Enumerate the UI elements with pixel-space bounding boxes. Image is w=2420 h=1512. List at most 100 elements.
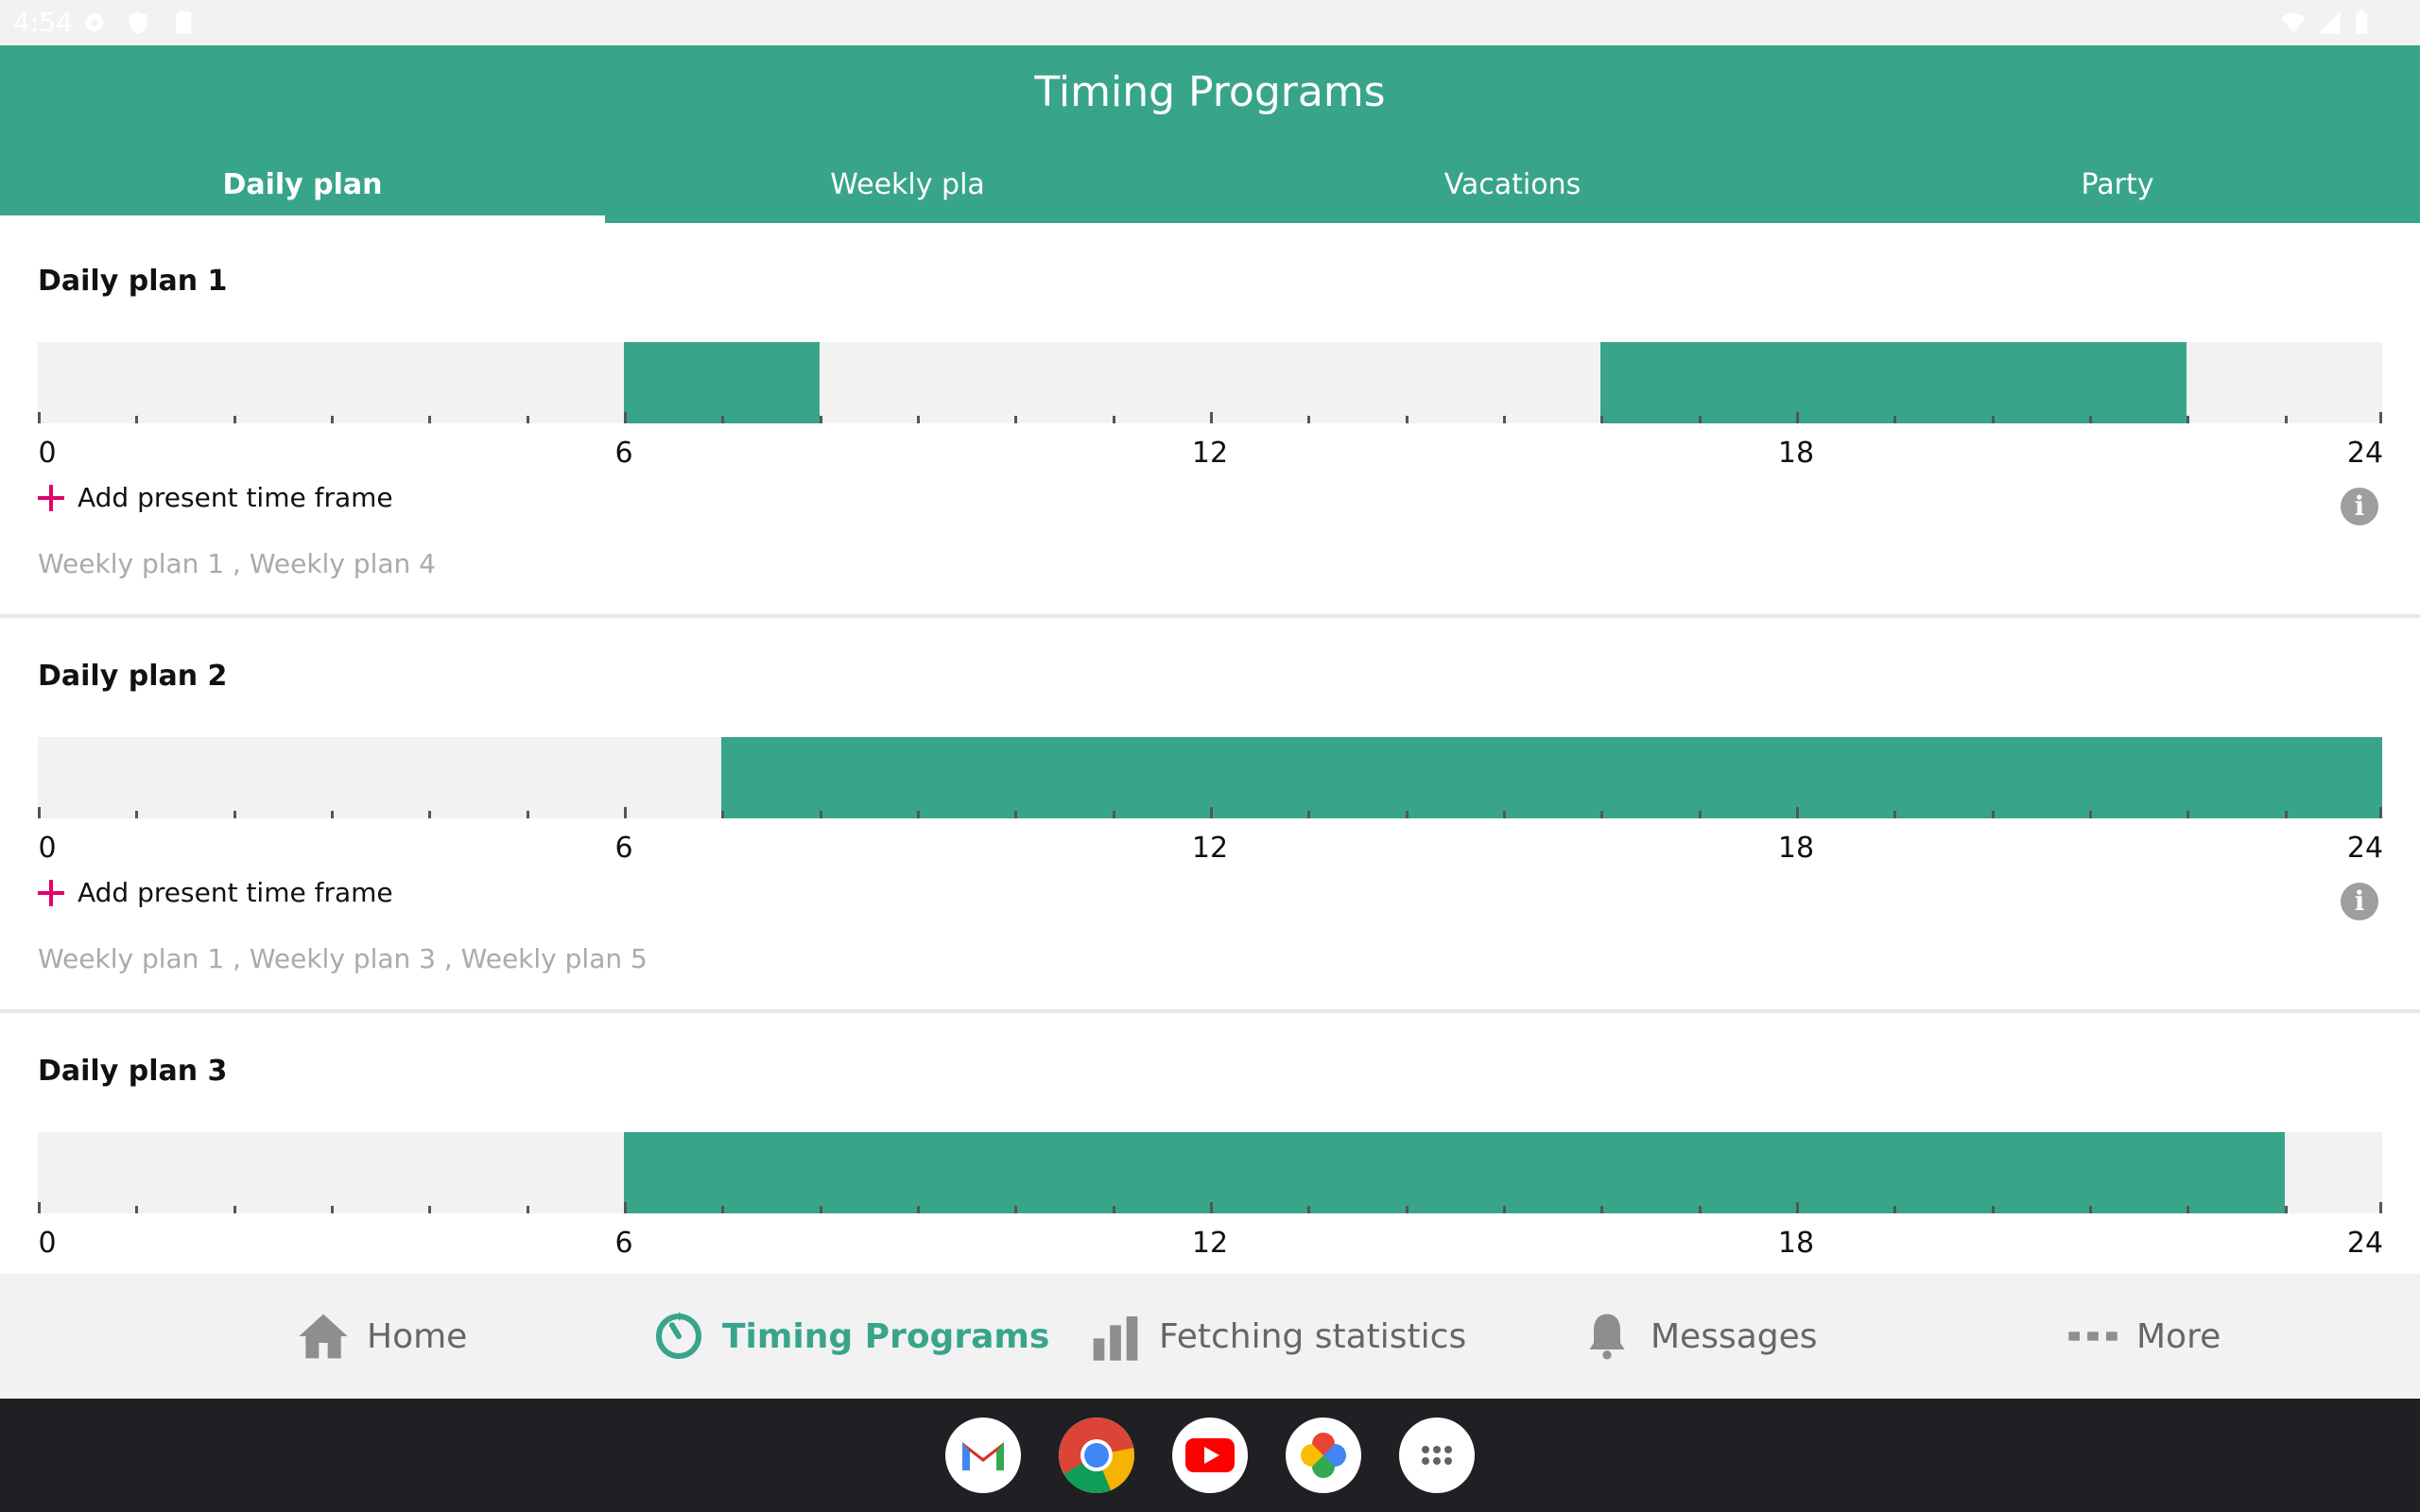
minor-tick — [1307, 811, 1311, 818]
youtube-icon[interactable] — [1172, 1418, 1248, 1493]
minor-tick — [1112, 811, 1115, 818]
add-time-frame-button[interactable]: Add present time frame — [38, 877, 393, 908]
minor-tick — [135, 416, 139, 423]
minor-tick — [135, 1206, 139, 1213]
page-title: Timing Programs — [1034, 68, 1386, 116]
nav-fetching-statistics-label: Fetching statistics — [1159, 1316, 1467, 1356]
major-tick — [38, 807, 41, 818]
minor-tick — [526, 811, 529, 818]
minor-tick — [2089, 1206, 2092, 1213]
plan-timeline[interactable]: 0 6 12 18 24 — [38, 737, 2383, 865]
minor-tick — [721, 416, 725, 423]
minor-tick — [1307, 416, 1311, 423]
app-drawer-icon[interactable] — [1399, 1418, 1475, 1493]
major-tick — [1796, 807, 1799, 818]
plan-title: Daily plan 2 — [38, 660, 228, 693]
major-tick — [1210, 412, 1213, 423]
hour-label: 18 — [1777, 832, 1815, 865]
minor-tick — [2187, 416, 2190, 423]
chrome-icon[interactable] — [1059, 1418, 1134, 1493]
signal-icon — [2318, 11, 2341, 34]
major-tick — [2379, 412, 2382, 423]
minor-tick — [1405, 811, 1409, 818]
minor-tick — [1600, 416, 1604, 423]
time-frame-segment[interactable] — [1600, 342, 2187, 423]
major-tick — [1210, 807, 1213, 818]
hour-label: 12 — [1191, 832, 1229, 865]
info-icon[interactable]: i — [2341, 883, 2378, 920]
minor-tick — [233, 811, 236, 818]
minor-tick — [1991, 811, 1995, 818]
nav-messages[interactable]: Messages — [1581, 1274, 1818, 1399]
app-dock — [0, 1399, 2420, 1512]
photos-icon[interactable] — [1286, 1418, 1361, 1493]
gmail-icon[interactable] — [945, 1418, 1021, 1493]
info-icon[interactable]: i — [2341, 488, 2378, 525]
minor-tick — [233, 416, 236, 423]
nav-home[interactable]: Home — [297, 1274, 467, 1399]
minor-tick — [819, 416, 822, 423]
nav-more[interactable]: More — [2066, 1274, 2221, 1399]
add-time-frame-button[interactable]: Add present time frame — [38, 482, 393, 513]
nav-home-label: Home — [367, 1316, 468, 1356]
minor-tick — [428, 811, 432, 818]
minor-tick — [1112, 416, 1115, 423]
daily-plan-card[interactable]: Daily plan 2 0 6 12 18 24 Add present time f… — [0, 618, 2420, 1013]
bottom-navigation: Home Timing Programs Fetching statistics… — [0, 1274, 2420, 1399]
nav-fetching-statistics[interactable]: Fetching statistics — [1089, 1274, 1466, 1399]
minor-tick — [526, 416, 529, 423]
add-time-frame-label: Add present time frame — [78, 877, 393, 908]
nav-timing-programs[interactable]: Timing Programs — [652, 1274, 1049, 1399]
hour-label: 6 — [614, 832, 633, 865]
plan-timeline[interactable]: 0 6 12 18 24 — [38, 1132, 2383, 1260]
more-dots-icon — [2068, 1332, 2118, 1341]
minor-tick — [331, 416, 334, 423]
minor-tick — [2089, 811, 2092, 818]
minor-tick — [1600, 1206, 1604, 1213]
minor-tick — [721, 811, 725, 818]
tab-weekly-plan[interactable]: Weekly pla — [830, 168, 985, 201]
tab-bar: Daily plan Weekly pla Vacations Party — [0, 149, 2420, 223]
assigned-weekly-plans: Weekly plan 1 , Weekly plan 3 , Weekly p… — [38, 943, 648, 974]
minor-tick — [1698, 1206, 1702, 1213]
status-bar: 4:54 — [0, 0, 2420, 45]
minor-tick — [1503, 1206, 1506, 1213]
sd-card-icon — [175, 11, 192, 34]
minor-tick — [1307, 1206, 1311, 1213]
minor-tick — [2284, 811, 2288, 818]
daily-plan-list[interactable]: Daily plan 1 0 6 12 18 24 Add present time f… — [0, 223, 2420, 1274]
minor-tick — [721, 1206, 725, 1213]
tab-party[interactable]: Party — [2081, 168, 2154, 201]
major-tick — [38, 412, 41, 423]
minor-tick — [526, 1206, 529, 1213]
time-frame-segment[interactable] — [624, 342, 820, 423]
timer-icon — [655, 1312, 702, 1360]
minor-tick — [1405, 1206, 1409, 1213]
hour-label: 24 — [2346, 832, 2384, 865]
minor-tick — [819, 811, 822, 818]
minor-tick — [917, 416, 920, 423]
tab-vacations[interactable]: Vacations — [1443, 168, 1582, 201]
major-tick — [624, 1202, 627, 1213]
bar-chart-icon — [1093, 1316, 1138, 1361]
major-tick — [624, 807, 627, 818]
app-header: Timing Programs Daily plan Weekly pla Va… — [0, 45, 2420, 223]
plan-timeline[interactable]: 0 6 12 18 24 — [38, 342, 2383, 470]
minor-tick — [331, 811, 334, 818]
major-tick — [1210, 1202, 1213, 1213]
minor-tick — [2089, 416, 2092, 423]
time-frame-segment[interactable] — [624, 1132, 2285, 1213]
add-time-frame-label: Add present time frame — [78, 482, 393, 513]
minor-tick — [135, 811, 139, 818]
plan-title: Daily plan 1 — [38, 265, 228, 298]
minor-tick — [1893, 416, 1897, 423]
tab-daily-plan[interactable]: Daily plan — [0, 149, 605, 223]
minor-tick — [1503, 416, 1506, 423]
minor-tick — [819, 1206, 822, 1213]
minor-tick — [1014, 416, 1018, 423]
major-tick — [624, 412, 627, 423]
settings-icon — [85, 13, 104, 32]
daily-plan-card[interactable]: Daily plan 3 0 6 12 18 24 — [0, 1013, 2420, 1274]
daily-plan-card[interactable]: Daily plan 1 0 6 12 18 24 Add present time f… — [0, 223, 2420, 618]
time-frame-segment[interactable] — [721, 737, 2382, 818]
